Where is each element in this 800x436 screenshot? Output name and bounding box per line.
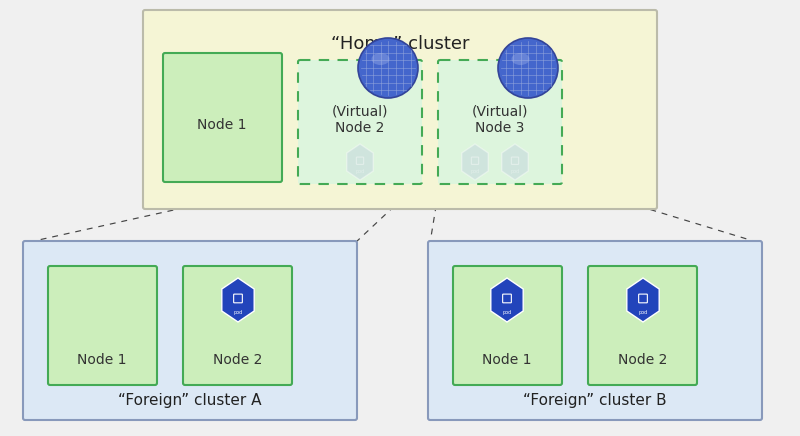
Text: pod: pod: [510, 170, 520, 174]
Text: (Virtual)
Node 2: (Virtual) Node 2: [332, 105, 388, 135]
Text: pod: pod: [470, 170, 480, 174]
Polygon shape: [462, 144, 488, 180]
Circle shape: [498, 38, 558, 98]
FancyBboxPatch shape: [453, 266, 562, 385]
Ellipse shape: [511, 53, 530, 65]
Text: “Foreign” cluster A: “Foreign” cluster A: [118, 392, 262, 408]
Polygon shape: [346, 144, 374, 180]
Text: (Virtual)
Node 3: (Virtual) Node 3: [472, 105, 528, 135]
Text: pod: pod: [502, 310, 512, 315]
Text: pod: pod: [234, 310, 242, 315]
FancyBboxPatch shape: [588, 266, 697, 385]
Circle shape: [358, 38, 418, 98]
Polygon shape: [502, 144, 528, 180]
FancyBboxPatch shape: [143, 10, 657, 209]
Polygon shape: [491, 278, 523, 322]
FancyBboxPatch shape: [163, 53, 282, 182]
Text: “Home” cluster: “Home” cluster: [330, 35, 470, 53]
Text: pod: pod: [355, 170, 365, 174]
Text: Node 2: Node 2: [214, 353, 262, 367]
FancyBboxPatch shape: [183, 266, 292, 385]
Text: Node 2: Node 2: [618, 353, 668, 367]
FancyBboxPatch shape: [23, 241, 357, 420]
Text: “Foreign” cluster B: “Foreign” cluster B: [523, 392, 667, 408]
Text: Node 1: Node 1: [78, 353, 126, 367]
FancyBboxPatch shape: [298, 60, 422, 184]
FancyBboxPatch shape: [438, 60, 562, 184]
Polygon shape: [627, 278, 659, 322]
FancyBboxPatch shape: [48, 266, 157, 385]
FancyBboxPatch shape: [428, 241, 762, 420]
Text: Node 1: Node 1: [198, 118, 246, 132]
Text: pod: pod: [638, 310, 648, 315]
Text: Node 1: Node 1: [482, 353, 532, 367]
Ellipse shape: [371, 53, 390, 65]
Polygon shape: [222, 278, 254, 322]
